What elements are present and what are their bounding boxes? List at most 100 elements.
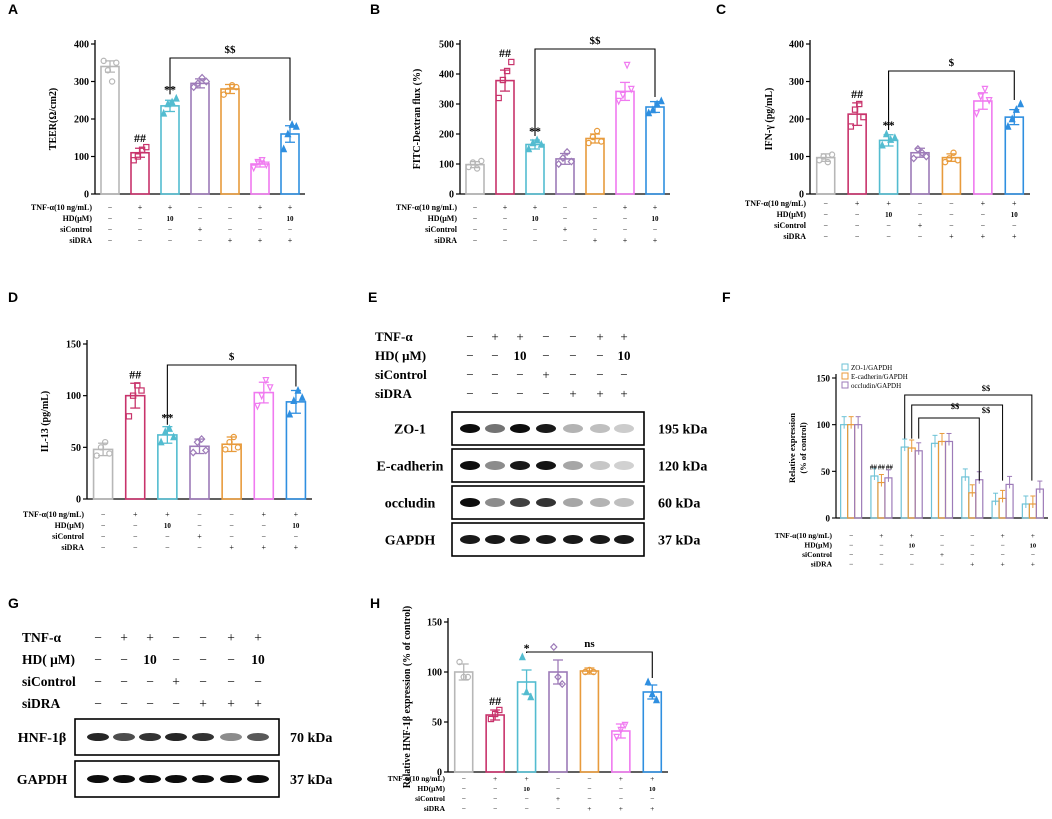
data-point	[589, 133, 597, 141]
bar	[485, 714, 505, 773]
condition-mark: 10	[885, 211, 893, 219]
blot-mark: −	[172, 652, 180, 667]
condition-mark: −	[587, 794, 591, 803]
data-point	[258, 157, 266, 165]
blot-mark: +	[569, 386, 576, 401]
significance-bracket	[911, 404, 1004, 481]
condition-mark: −	[823, 221, 828, 230]
condition-mark: +	[587, 804, 591, 813]
data-point	[97, 444, 105, 451]
data-point	[456, 658, 463, 666]
data-point	[973, 110, 981, 118]
blot-mark: −	[596, 348, 603, 363]
panel-letter-C: C	[716, 1, 726, 17]
chart-H: 0 50 100 150 Relative HNF-1β expression (% o…	[388, 606, 668, 813]
blot-band	[139, 775, 161, 783]
data-point	[657, 96, 665, 105]
condition-mark: +	[1031, 531, 1035, 540]
protein-label: E-cadherin	[377, 460, 444, 475]
condition-mark: −	[879, 541, 883, 550]
significance-bracket	[169, 57, 291, 121]
data-point	[286, 409, 294, 418]
y-tick-label: 150	[66, 340, 81, 351]
data-point	[134, 382, 141, 389]
condition-mark: +	[886, 199, 891, 208]
condition-mark: +	[258, 236, 263, 245]
condition-mark: +	[556, 794, 560, 803]
blot-mark: −	[569, 348, 576, 363]
blot-band	[485, 535, 505, 544]
blot-band	[485, 424, 505, 433]
condition-mark: +	[981, 199, 986, 208]
protein-label: GAPDH	[17, 773, 68, 788]
condition-label-tnf: TNF-α(10 ng/mL)	[396, 203, 457, 212]
condition-mark: +	[258, 203, 263, 212]
condition-mark: −	[229, 521, 234, 530]
bar	[900, 446, 909, 519]
blot-band	[590, 535, 610, 544]
data-point	[644, 677, 652, 686]
condition-mark: +	[168, 203, 173, 212]
bracket-label: $$	[590, 35, 602, 47]
condition-mark: 10	[908, 543, 915, 550]
bracket-label: ns	[584, 638, 595, 650]
data-point	[226, 438, 233, 446]
condition-mark: −	[949, 210, 954, 219]
significance-label: *	[524, 641, 530, 655]
condition-mark: +	[493, 774, 497, 783]
data-point	[294, 385, 302, 394]
y-axis-label: IL-13 (pg/mL)	[40, 391, 51, 452]
condition-mark: +	[1012, 199, 1017, 208]
blot-mark: −	[542, 348, 549, 363]
y-axis-label: IFN-γ (pg/mL)	[764, 88, 775, 151]
condition-mark: −	[101, 532, 106, 541]
significance-bracket	[888, 70, 1015, 130]
condition-mark: −	[910, 560, 914, 569]
bracket-label: $$	[951, 401, 960, 411]
condition-mark: +	[288, 203, 293, 212]
condition-mark: −	[258, 214, 263, 223]
data-point	[598, 138, 605, 145]
condition-mark: −	[473, 236, 478, 245]
data-point	[266, 384, 274, 392]
kda-label: 60 kDa	[658, 497, 700, 512]
blot-band	[113, 733, 135, 741]
data-point	[851, 106, 859, 113]
condition-mark: −	[587, 784, 591, 793]
condition-mark: +	[970, 560, 974, 569]
data-point	[941, 158, 949, 166]
legend-label: occludin/GAPDH	[851, 382, 901, 390]
blot-mark: −	[516, 367, 523, 382]
blot-header-sicontrol: siControl	[375, 367, 427, 382]
condition-mark: −	[823, 210, 828, 219]
y-tick-label: 100	[427, 668, 442, 679]
data-point	[292, 121, 300, 130]
data-point	[847, 123, 855, 130]
data-point	[189, 83, 198, 92]
blot-mark: −	[146, 696, 154, 711]
y-tick-label: 100	[74, 152, 89, 163]
condition-mark: −	[493, 804, 497, 813]
blot-mark: +	[254, 630, 262, 645]
data-point	[258, 392, 266, 401]
panel-letter-B: B	[370, 1, 380, 17]
condition-mark: +	[563, 225, 568, 234]
bar	[930, 442, 940, 519]
data-point	[567, 157, 576, 166]
bar	[516, 681, 537, 773]
condition-label-sidra: siDRA	[811, 560, 833, 569]
data-point	[946, 155, 953, 162]
blot-mark: +	[542, 367, 549, 382]
condition-mark: −	[228, 225, 233, 234]
bar	[642, 691, 663, 773]
blot-band	[590, 461, 610, 470]
condition-label-sicontrol: siControl	[774, 221, 807, 230]
blot-mark: +	[120, 630, 128, 645]
blot-band	[590, 498, 610, 507]
bracket-label: $	[229, 351, 235, 363]
blot-header-hd: HD( μM)	[22, 652, 75, 667]
data-point	[613, 733, 621, 742]
protein-label: GAPDH	[385, 534, 436, 549]
condition-mark: −	[981, 210, 986, 219]
condition-mark: +	[133, 510, 138, 519]
